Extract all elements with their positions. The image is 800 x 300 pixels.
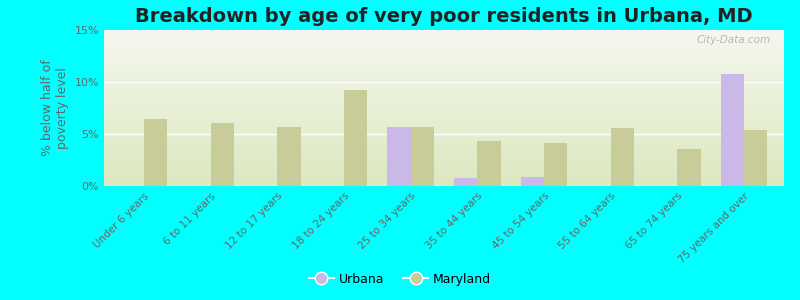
Bar bbox=[721, 74, 744, 186]
Legend: Urbana, Maryland: Urbana, Maryland bbox=[304, 268, 496, 291]
Bar bbox=[410, 127, 434, 186]
Bar bbox=[678, 148, 701, 186]
Bar bbox=[387, 127, 410, 186]
Bar bbox=[210, 123, 234, 186]
Bar bbox=[744, 130, 767, 186]
Bar bbox=[454, 178, 478, 186]
Bar bbox=[521, 177, 544, 186]
Bar bbox=[344, 90, 367, 186]
Text: City-Data.com: City-Data.com bbox=[696, 35, 770, 45]
Bar bbox=[278, 127, 301, 186]
Y-axis label: % below half of
poverty level: % below half of poverty level bbox=[41, 60, 69, 156]
Title: Breakdown by age of very poor residents in Urbana, MD: Breakdown by age of very poor residents … bbox=[135, 7, 753, 26]
Bar bbox=[144, 119, 167, 186]
Bar bbox=[544, 143, 567, 186]
Bar bbox=[478, 141, 501, 186]
Bar bbox=[610, 128, 634, 186]
